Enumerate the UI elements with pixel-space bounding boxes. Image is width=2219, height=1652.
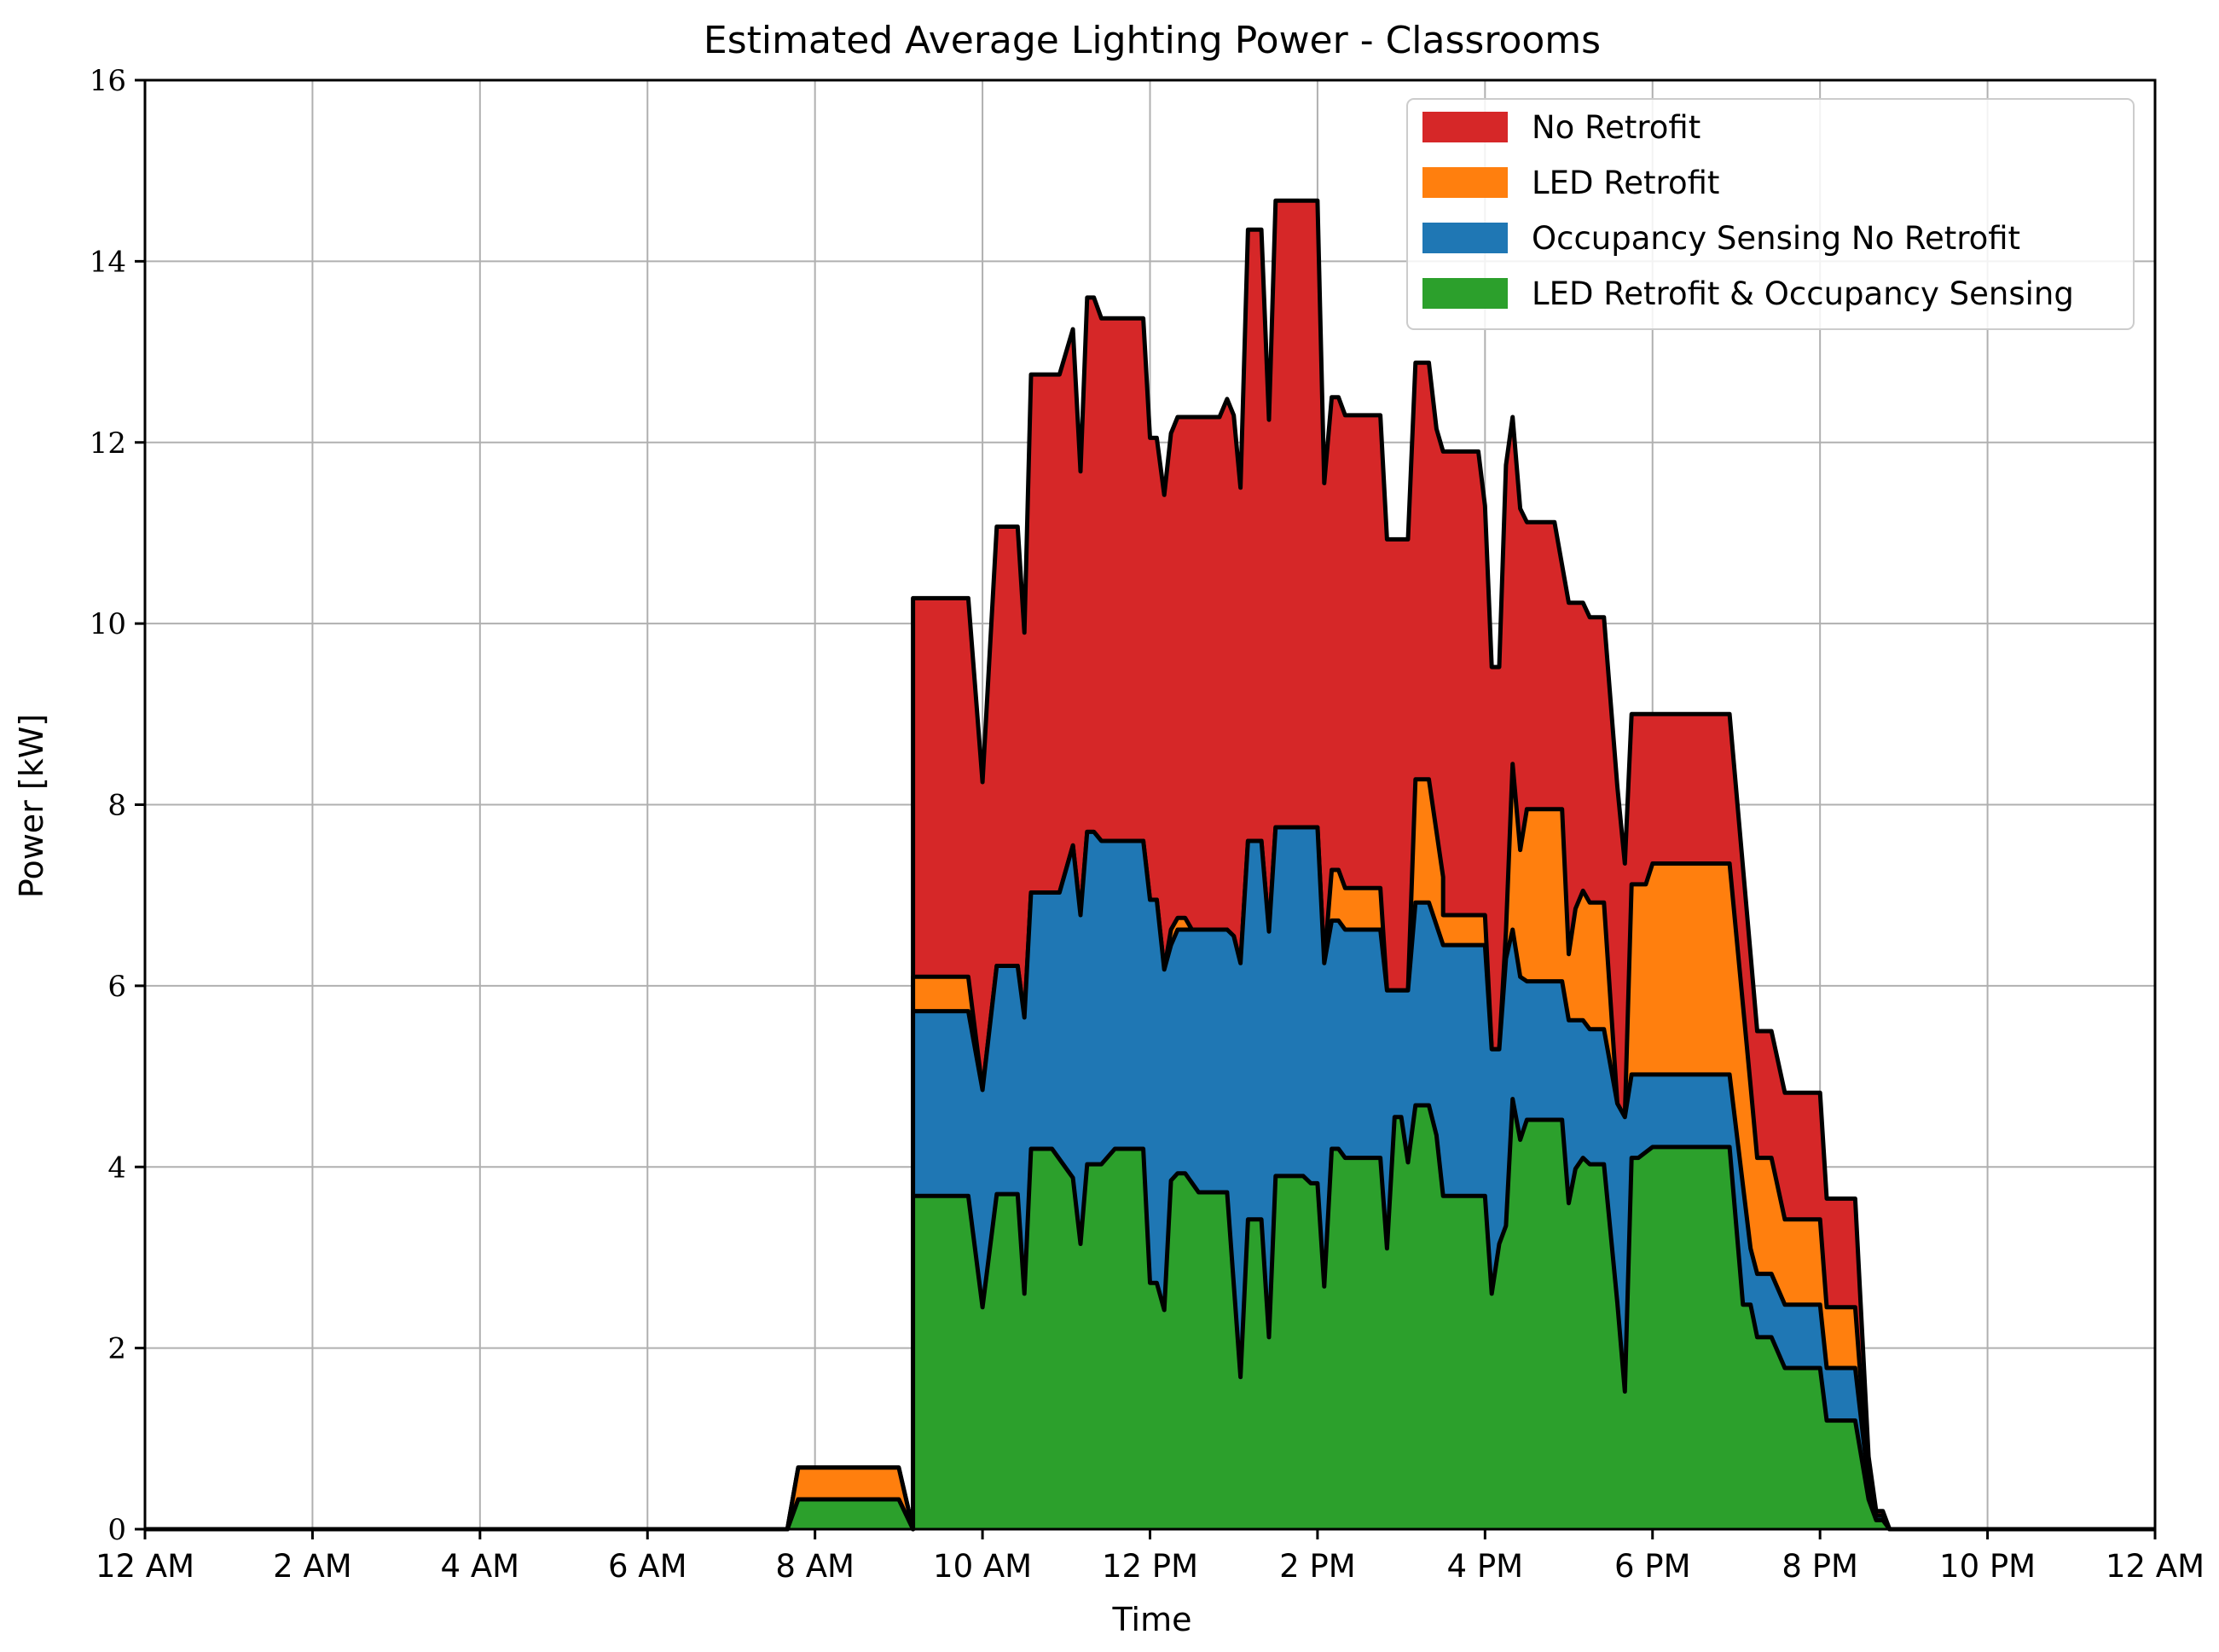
legend-label: LED Retrofit: [1532, 165, 1719, 201]
y-tick-label: 8: [107, 789, 126, 823]
chart-title: Estimated Average Lighting Power - Class…: [704, 19, 1601, 62]
y-tick-label: 0: [107, 1513, 126, 1547]
legend: No Retrofit LED Retrofit Occupancy Sensing…: [1406, 98, 2135, 330]
y-tick-label: 4: [107, 1151, 126, 1185]
y-tick-label: 6: [107, 970, 126, 1004]
legend-swatch: [1422, 278, 1508, 309]
x-tick-label: 8 AM: [775, 1548, 855, 1585]
legend-swatch: [1422, 167, 1508, 198]
x-tick-label: 2 AM: [273, 1548, 352, 1585]
x-tick-label: 2 PM: [1279, 1548, 1356, 1585]
x-tick-label: 10 PM: [1939, 1548, 2036, 1585]
y-axis-title: Power [kW]: [13, 714, 50, 898]
line-led-retrofit-occupancy-sensing: [145, 1097, 2155, 1532]
x-tick-label: 6 AM: [608, 1548, 687, 1585]
area-led-retrofit-occupancy-sensing: [145, 1098, 2155, 1529]
line-occupancy-sensing-no-retrofit: [145, 825, 2155, 1532]
x-tick-label: 4 PM: [1447, 1548, 1524, 1585]
axis-ticks: 12 AM 2 AM 4 AM 6 AM 8 AM 10 AM 12 PM 2 PM 4 PM 6…: [90, 64, 2205, 1585]
y-tick-label: 10: [90, 607, 126, 641]
legend-label: No Retrofit: [1532, 109, 1700, 146]
y-tick-label: 14: [90, 245, 126, 279]
x-tick-label: 12 AM: [2106, 1548, 2205, 1585]
x-tick-label: 8 PM: [1782, 1548, 1858, 1585]
area-series: [145, 198, 2155, 1532]
x-tick-label: 12 AM: [96, 1548, 194, 1585]
x-tick-label: 12 PM: [1102, 1548, 1198, 1585]
line-no-retrofit: [145, 198, 2155, 1532]
x-axis-title: Time: [1112, 1601, 1192, 1638]
y-tick-label: 16: [90, 64, 126, 98]
y-tick-label: 2: [107, 1332, 126, 1366]
legend-box: [1406, 98, 2135, 330]
y-tick-label: 12: [90, 426, 126, 461]
legend-swatch: [1422, 112, 1508, 142]
x-tick-label: 10 AM: [933, 1548, 1032, 1585]
x-tick-label: 6 PM: [1614, 1548, 1691, 1585]
x-tick-label: 4 AM: [441, 1548, 520, 1585]
legend-swatch: [1422, 223, 1508, 253]
legend-label: LED Retrofit & Occupancy Sensing: [1532, 275, 2074, 312]
legend-label: Occupancy Sensing No Retrofit: [1532, 220, 2020, 257]
